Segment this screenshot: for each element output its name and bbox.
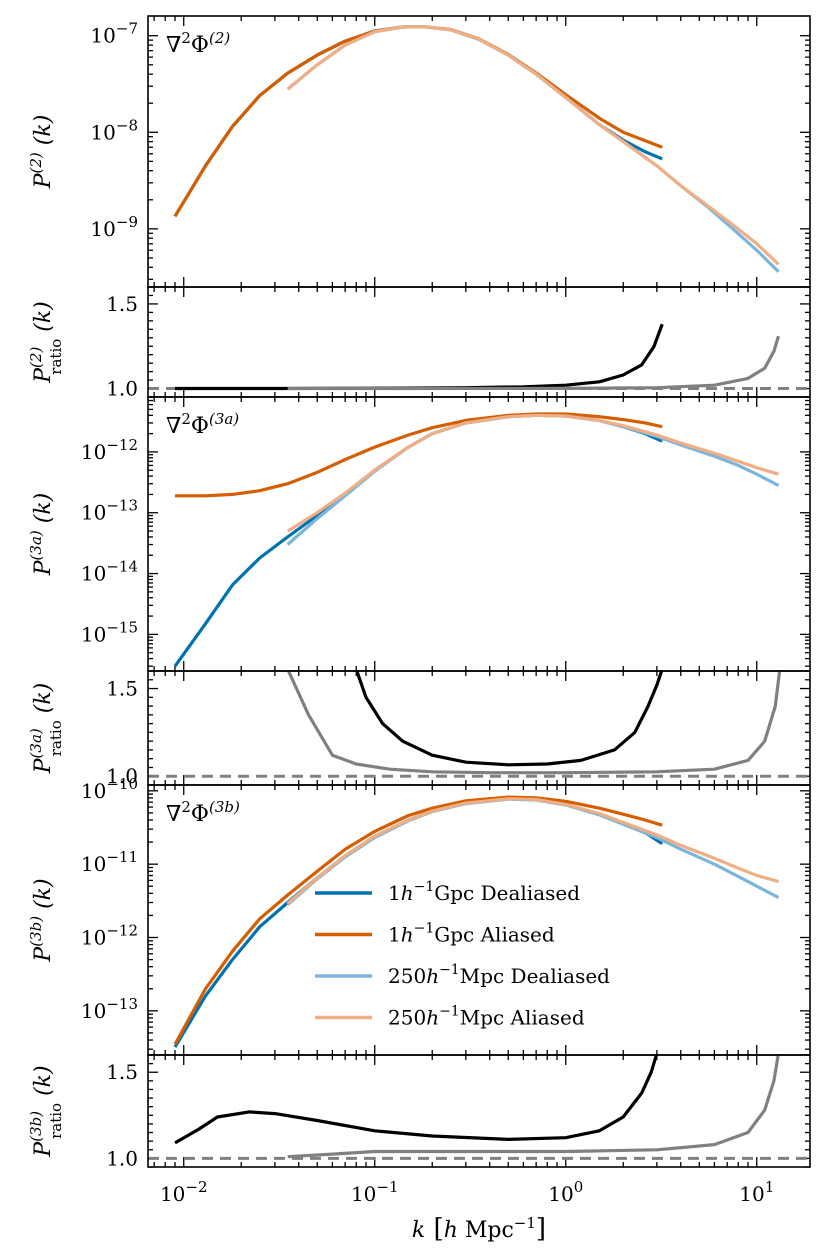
panel-annotation: ∇2Φ(3a) [166, 410, 239, 439]
legend-label: 1h−1Gpc Aliased [388, 921, 555, 947]
y-ticks [148, 35, 810, 281]
axes-frame [147, 1054, 811, 1168]
x-tick-label: 10−1 [351, 1178, 399, 1206]
y-axis-label: P(3b) ratio (k) [27, 1065, 65, 1157]
y-tick-label: 10−8 [90, 116, 138, 144]
x-ticks [153, 287, 758, 397]
y-tick-label: 10−13 [81, 995, 138, 1023]
series-line-ratio-1h-gpc [175, 323, 664, 391]
series-line-1h-gpc-aliased [175, 412, 663, 498]
legend-label: 250h−1Mpc Dealiased [388, 962, 610, 988]
panel-P2: 10−7 10−8 10−9 ∇2Φ(2) P(2) (k) [27, 15, 811, 288]
y-tick-label: 10−12 [81, 436, 138, 464]
y-tick-label: 1.0 [106, 377, 138, 401]
series-line-250h-mpc-aliased [286, 797, 779, 905]
axes-frame [147, 396, 811, 672]
panel-R3b: 1.5 1.0 P(3b) ratio (k) 10−2 10−1 100 101 k [h M… [27, 1054, 811, 1244]
panel-R3a: 1.5 1.0 P(3a) ratio (k) [27, 670, 811, 788]
legend-label: 1h−1Gpc Dealiased [388, 879, 580, 905]
series-line-250h-mpc-dealiased [286, 25, 780, 273]
y-ticks [148, 286, 810, 398]
y-tick-label: 1.5 [106, 1060, 138, 1084]
series-line-ratio-1h-gpc [355, 671, 664, 767]
x-tick-label: 100 [548, 1178, 583, 1206]
x-tick-label: 10−2 [160, 1178, 208, 1206]
series-line-ratio-250h-mpc [287, 335, 781, 391]
x-tick-label: 101 [739, 1178, 774, 1206]
x-ticks [153, 785, 758, 1055]
panel-R2: 1.5 1.0 P(2) ratio (k) [27, 286, 811, 401]
y-tick-label: 1.0 [106, 1146, 138, 1170]
series-line-1h-gpc-aliased [173, 795, 663, 1046]
y-axis-label: P(3a) (k) [27, 493, 56, 577]
axes-frame [147, 286, 811, 398]
axes-frame [147, 15, 811, 288]
y-ticks [148, 790, 810, 1050]
series-line-ratio-1h-gpc [174, 1055, 659, 1145]
y-tick-label: 1.5 [106, 292, 138, 316]
y-tick-label: 10−13 [81, 497, 138, 525]
series-line-250h-mpc-aliased [286, 25, 780, 266]
y-tick-label: 10−14 [81, 558, 138, 586]
legend: 1h−1Gpc Dealiased 1h−1Gpc Aliased 250h−1Mp… [315, 879, 610, 1030]
legend-label: 250h−1Mpc Aliased [388, 1004, 585, 1030]
panel-P3a: 10−12 10−13 10−14 10−15 ∇2Φ(3a) P(3a) (k) [27, 396, 811, 672]
y-tick-label: 10−15 [81, 618, 138, 646]
series-line-1h-gpc-dealiased [173, 25, 663, 218]
series-line-1h-gpc-dealiased [173, 413, 663, 668]
y-tick-label: 10−11 [81, 848, 138, 876]
y-tick-label: 1.0 [106, 764, 138, 788]
y-axis-label: P(3b) (k) [27, 878, 56, 962]
y-tick-label: 10−12 [81, 921, 138, 949]
series-line-ratio-250h-mpc [287, 1055, 780, 1159]
x-ticks [153, 671, 758, 785]
series-line-ratio-250h-mpc [286, 671, 782, 775]
series-line-1h-gpc-aliased [173, 25, 663, 218]
y-axis-label: P(2) (k) [27, 115, 56, 190]
x-ticks [153, 16, 758, 287]
y-tick-label: 10−9 [90, 213, 138, 241]
y-tick-label: 1.5 [106, 677, 138, 701]
panel-annotation: ∇2Φ(3b) [166, 798, 240, 827]
series-line-250h-mpc-aliased [286, 413, 779, 533]
x-axis-label: k [h Mpc−1] [412, 1214, 546, 1244]
y-ticks [148, 396, 810, 667]
y-axis-label: P(3a) ratio (k) [27, 683, 65, 775]
y-tick-label: 10−7 [90, 20, 138, 48]
y-axis-label: P(2) ratio (k) [27, 301, 65, 384]
y-tick-label: 10−10 [81, 775, 138, 803]
panel-annotation: ∇2Φ(2) [166, 29, 230, 58]
x-ticks [153, 397, 758, 671]
